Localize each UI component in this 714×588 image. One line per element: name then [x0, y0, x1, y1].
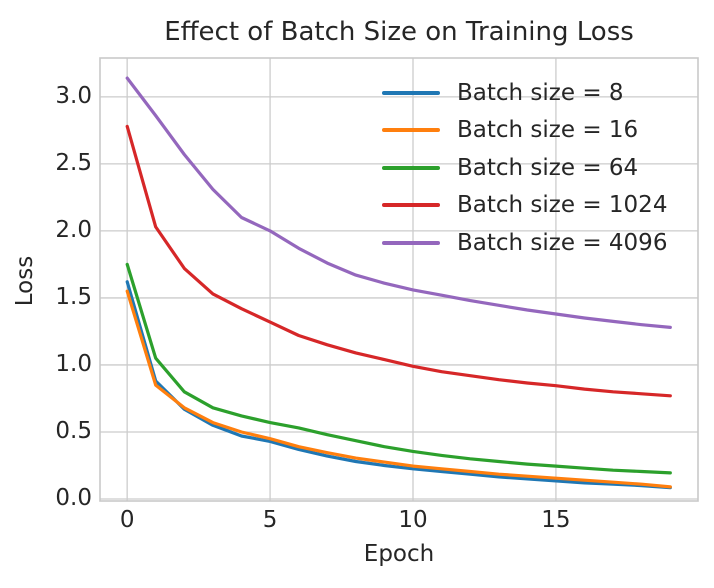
legend-line-icon — [382, 90, 440, 95]
legend-label: Batch size = 4096 — [457, 229, 668, 256]
y-tick-label: 0.5 — [55, 417, 92, 444]
legend-label: Batch size = 8 — [457, 79, 624, 106]
x-tick-label: 0 — [119, 507, 135, 533]
x-axis-label: Epoch — [363, 541, 435, 567]
legend-line-icon — [382, 165, 440, 170]
y-tick-label: 2.5 — [55, 149, 92, 176]
legend-label: Batch size = 1024 — [457, 192, 668, 219]
legend-label: Batch size = 16 — [457, 117, 639, 144]
chart-title: Effect of Batch Size on Training Loss — [164, 17, 634, 47]
series-line-8 — [125, 280, 672, 490]
legend-line-icon — [382, 128, 440, 133]
legend-line-icon — [382, 240, 440, 245]
y-tick-label: 3.0 — [55, 82, 92, 109]
series-line-4096 — [125, 76, 672, 329]
series-line-1024 — [125, 124, 672, 398]
x-tick-label: 15 — [541, 507, 571, 533]
legend-item: Batch size = 4096 — [382, 224, 667, 262]
series-line-64 — [125, 262, 672, 475]
legend-line-icon — [382, 203, 440, 208]
y-tick-label: 0.0 — [55, 484, 92, 511]
legend-item: Batch size = 1024 — [382, 187, 667, 225]
legend-item: Batch size = 64 — [382, 149, 667, 187]
x-tick-label: 10 — [398, 507, 428, 533]
legend-item: Batch size = 8 — [382, 74, 667, 112]
legend-item: Batch size = 16 — [382, 112, 667, 150]
axes-spines — [99, 57, 699, 502]
legend-label: Batch size = 64 — [457, 154, 639, 181]
y-tick-label: 2.0 — [55, 216, 92, 243]
legend: Batch size = 8 Batch size = 16 Batch size … — [382, 74, 667, 262]
y-tick-label: 1.5 — [55, 283, 92, 310]
x-tick-label: 5 — [262, 507, 278, 533]
y-tick-label: 1.0 — [55, 350, 92, 377]
series-line-16 — [125, 289, 672, 489]
y-axis-label: Loss — [12, 255, 38, 307]
